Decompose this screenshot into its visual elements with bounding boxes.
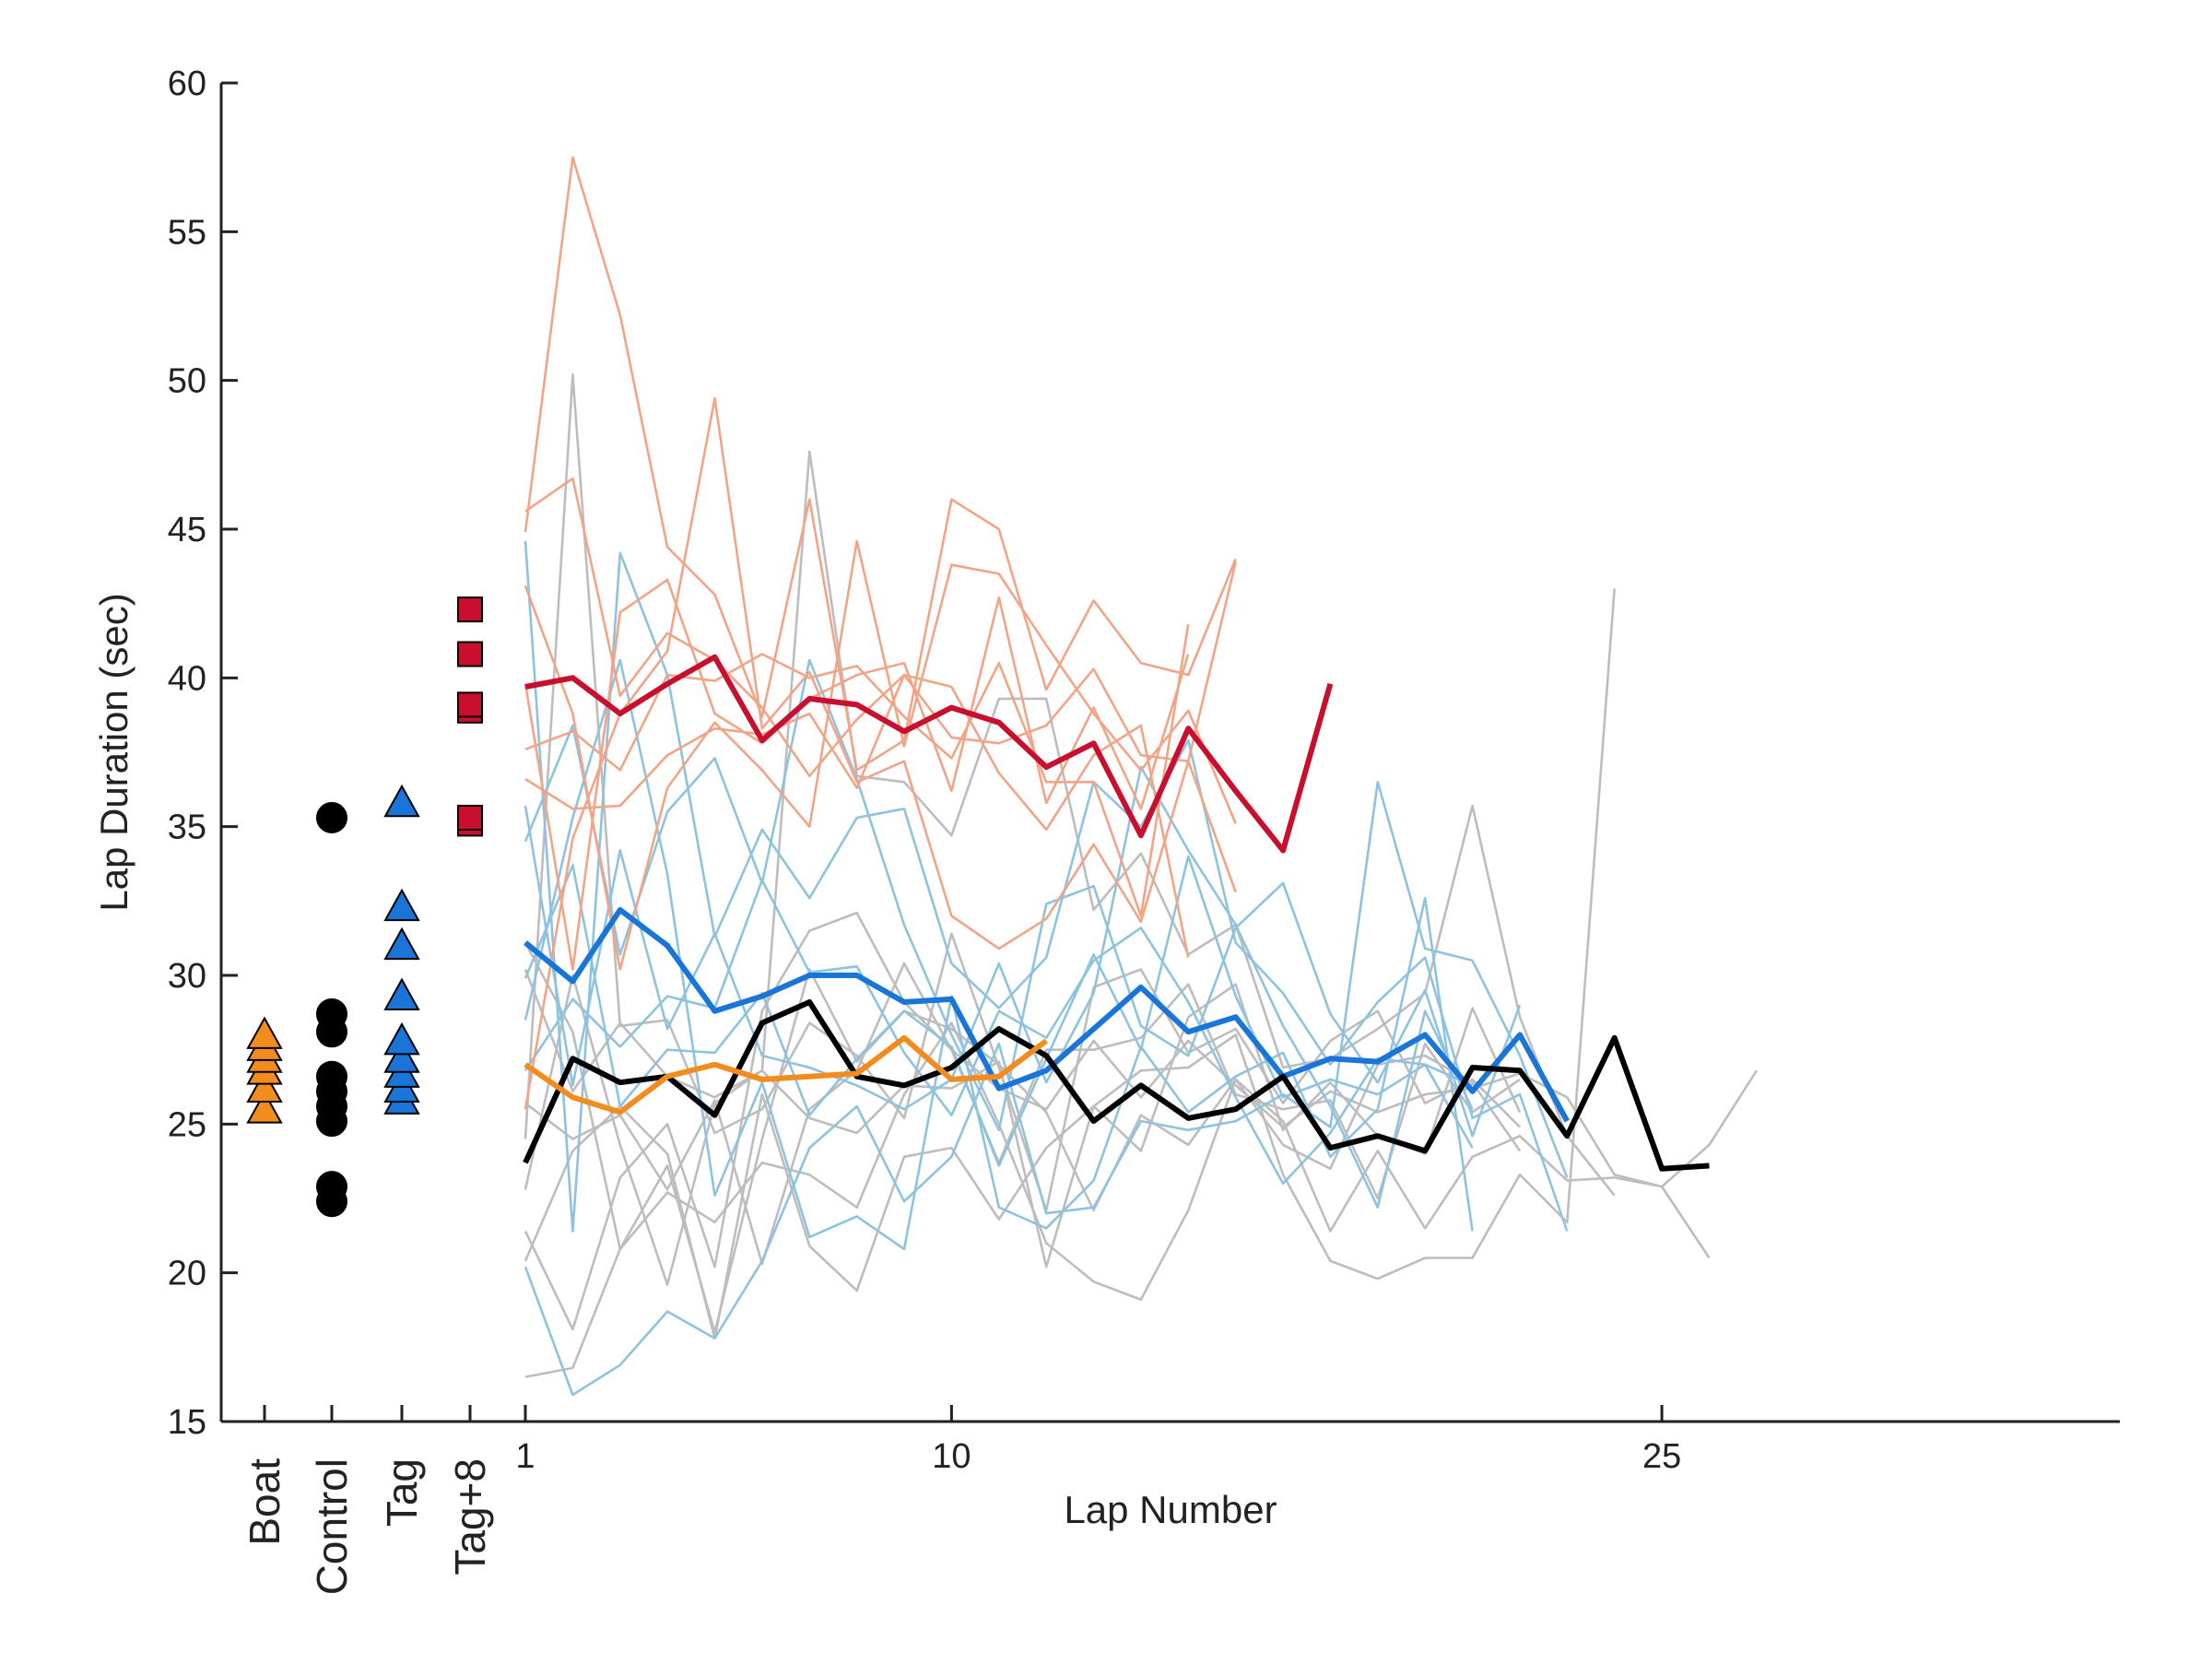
group-marker xyxy=(457,641,483,667)
tag-lap-line xyxy=(524,879,1474,1186)
y-tick-label: 40 xyxy=(168,659,206,698)
x-tick-label: 25 xyxy=(1642,1437,1681,1476)
y-tick-label: 20 xyxy=(168,1255,206,1293)
control-lap-line xyxy=(524,911,1711,1331)
group-marker xyxy=(316,1060,347,1092)
boat-lap-line xyxy=(524,477,1237,778)
group-label: Tag xyxy=(378,1458,426,1527)
y-tick-label: 50 xyxy=(168,362,206,401)
group-marker xyxy=(457,596,483,623)
group-markers-layer xyxy=(246,596,483,1218)
x-tick-label: 10 xyxy=(932,1437,971,1476)
group-marker xyxy=(246,1091,283,1124)
y-tick-label: 30 xyxy=(168,957,206,996)
boat-lap-line xyxy=(524,578,1190,971)
control-lap-line xyxy=(524,962,1521,1266)
boat-mean-line xyxy=(524,1034,1049,1115)
group-marker xyxy=(383,977,420,1010)
tag-mean-line xyxy=(524,907,1570,1123)
y-axis-label: Lap Duration (sec) xyxy=(92,593,135,912)
control-lap-line xyxy=(524,969,1522,1269)
control-lap-line xyxy=(524,372,1521,1212)
group-marker xyxy=(246,1069,283,1103)
control-lap-line xyxy=(524,588,1616,1339)
group-marker xyxy=(383,784,420,818)
group-label: Control xyxy=(308,1458,356,1595)
group-label: Tag+8 xyxy=(446,1458,494,1575)
individual-laps-layer xyxy=(524,156,1758,1397)
tag-lap-line xyxy=(524,540,1569,1233)
group-marker xyxy=(316,1171,347,1203)
control-lap-line xyxy=(524,968,1758,1378)
axes-layer: 15 20 25 30 35 40 45 50 55 60 1 10 25 Boat Control Tag T… xyxy=(168,65,2120,1595)
group-marker xyxy=(383,1021,420,1056)
group-marker xyxy=(457,691,483,718)
y-tick-label: 35 xyxy=(168,808,206,847)
y-tick-label: 25 xyxy=(168,1105,206,1144)
y-tick-label: 15 xyxy=(168,1403,206,1442)
mean-series-layer xyxy=(523,654,1710,1172)
tag-lap-line xyxy=(524,855,1474,1167)
group-marker xyxy=(383,1040,420,1073)
x-axis-label: Lap Number xyxy=(1064,1488,1277,1531)
tag-lap-line xyxy=(524,765,1474,1209)
tag8-mean-line xyxy=(524,654,1334,854)
y-tick-label: 60 xyxy=(168,65,206,103)
control-lap-line xyxy=(524,941,1522,1301)
group-marker xyxy=(383,926,420,961)
group-marker xyxy=(316,997,347,1030)
y-tick-label: 55 xyxy=(168,213,206,252)
tag-lap-line xyxy=(524,781,1569,1397)
group-marker xyxy=(457,804,483,831)
boat-lap-line xyxy=(524,156,1237,772)
boat-lap-line xyxy=(524,539,1237,971)
group-marker xyxy=(246,1016,283,1049)
y-tick-label: 45 xyxy=(168,511,206,549)
group-marker xyxy=(316,801,347,833)
group-marker xyxy=(383,888,420,922)
control-mean-line xyxy=(523,999,1710,1172)
x-tick-label: 1 xyxy=(515,1437,535,1476)
boat-lap-line xyxy=(524,673,1190,958)
boat-lap-line xyxy=(524,396,1237,1110)
group-label: Boat xyxy=(241,1458,288,1546)
tag-lap-line xyxy=(524,658,1522,1138)
